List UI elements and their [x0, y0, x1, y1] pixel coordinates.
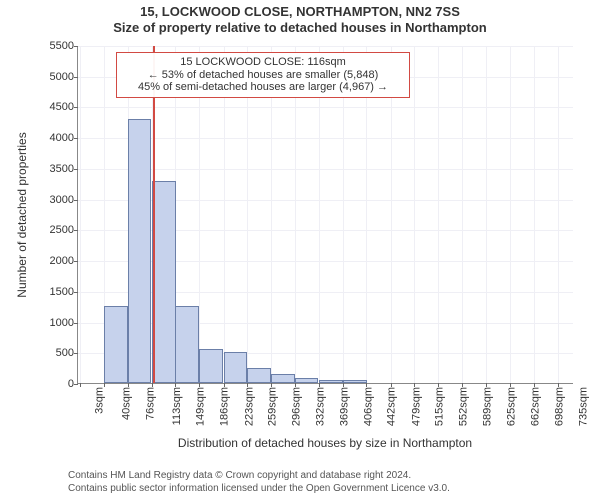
x-tick-label: 479sqm: [410, 387, 422, 426]
annotation-line: 45% of semi-detached houses are larger (…: [123, 81, 403, 94]
histogram-bar: [343, 380, 367, 383]
x-tick-label: 369sqm: [338, 387, 350, 426]
y-tick-label: 3000: [50, 194, 78, 206]
histogram-bar: [199, 349, 223, 383]
x-tick-label: 698sqm: [553, 387, 565, 426]
y-tick-label: 1500: [50, 286, 78, 298]
annotation-line: 15 LOCKWOOD CLOSE: 116sqm: [123, 56, 403, 69]
x-tick-label: 442sqm: [386, 387, 398, 426]
plot-area: 15 LOCKWOOD CLOSE: 116sqm← 53% of detach…: [77, 46, 573, 384]
x-tick-mark: [438, 383, 439, 387]
grid-v: [462, 46, 463, 383]
x-tick-label: 113sqm: [171, 387, 183, 425]
histogram-bar: [319, 380, 343, 383]
x-tick-label: 406sqm: [363, 387, 375, 426]
histogram-bar: [152, 181, 176, 383]
x-tick-label: 515sqm: [434, 387, 446, 426]
x-tick-label: 186sqm: [219, 387, 231, 426]
x-tick-mark: [319, 383, 320, 387]
y-tick-label: 500: [56, 347, 78, 359]
grid-v: [534, 46, 535, 383]
x-tick-mark: [486, 383, 487, 387]
y-tick-label: 2500: [50, 224, 78, 236]
x-tick-label: 552sqm: [458, 387, 470, 426]
x-tick-mark: [80, 383, 81, 387]
y-tick-label: 5500: [50, 40, 78, 52]
y-axis-label: Number of detached properties: [15, 132, 29, 297]
x-tick-mark: [175, 383, 176, 387]
y-tick-label: 0: [68, 378, 78, 390]
x-tick-mark: [271, 383, 272, 387]
x-tick-mark: [510, 383, 511, 387]
x-tick-label: 735sqm: [577, 387, 589, 426]
histogram-bar: [247, 368, 271, 383]
x-tick-label: 223sqm: [243, 387, 255, 426]
x-tick-label: 662sqm: [530, 387, 542, 426]
grid-v: [510, 46, 511, 383]
x-tick-label: 76sqm: [144, 387, 156, 420]
histogram-bar: [175, 306, 199, 383]
y-tick-label: 3500: [50, 163, 78, 175]
x-tick-mark: [152, 383, 153, 387]
grid-v: [438, 46, 439, 383]
x-tick-mark: [462, 383, 463, 387]
grid-v: [80, 46, 81, 383]
annotation-box: 15 LOCKWOOD CLOSE: 116sqm← 53% of detach…: [116, 52, 410, 98]
x-tick-label: 40sqm: [121, 387, 133, 420]
y-tick-label: 1000: [50, 317, 78, 329]
y-tick-label: 4000: [50, 132, 78, 144]
x-tick-mark: [534, 383, 535, 387]
x-tick-label: 259sqm: [267, 387, 279, 426]
x-tick-mark: [104, 383, 105, 387]
footnote: Contains HM Land Registry data © Crown c…: [68, 470, 450, 495]
x-tick-label: 3sqm: [93, 387, 105, 414]
histogram-bar: [104, 306, 128, 383]
y-tick-label: 2000: [50, 255, 78, 267]
footnote-line: Contains public sector information licen…: [68, 483, 450, 496]
histogram-bar: [271, 374, 295, 383]
figure: 15, LOCKWOOD CLOSE, NORTHAMPTON, NN2 7SS…: [0, 0, 600, 500]
x-axis-label: Distribution of detached houses by size …: [178, 436, 472, 450]
x-tick-mark: [247, 383, 248, 387]
x-tick-mark: [414, 383, 415, 387]
histogram-bar: [128, 119, 152, 383]
x-tick-label: 589sqm: [482, 387, 494, 426]
x-tick-mark: [391, 383, 392, 387]
x-tick-mark: [224, 383, 225, 387]
x-tick-label: 332sqm: [314, 387, 326, 426]
x-tick-label: 149sqm: [195, 387, 207, 426]
title-line-2: Size of property relative to detached ho…: [0, 20, 600, 36]
y-tick-label: 4500: [50, 101, 78, 113]
footnote-line: Contains HM Land Registry data © Crown c…: [68, 470, 450, 483]
x-tick-mark: [343, 383, 344, 387]
x-tick-mark: [128, 383, 129, 387]
grid-v: [558, 46, 559, 383]
x-tick-label: 296sqm: [291, 387, 303, 426]
title-block: 15, LOCKWOOD CLOSE, NORTHAMPTON, NN2 7SS…: [0, 4, 600, 35]
grid-v: [414, 46, 415, 383]
x-tick-label: 625sqm: [505, 387, 517, 426]
grid-v: [486, 46, 487, 383]
x-tick-mark: [366, 383, 367, 387]
annotation-line: ← 53% of detached houses are smaller (5,…: [123, 69, 403, 82]
x-tick-mark: [558, 383, 559, 387]
x-tick-mark: [295, 383, 296, 387]
title-line-1: 15, LOCKWOOD CLOSE, NORTHAMPTON, NN2 7SS: [0, 4, 600, 20]
histogram-bar: [224, 352, 248, 383]
histogram-bar: [295, 378, 319, 383]
y-tick-label: 5000: [50, 71, 78, 83]
x-tick-mark: [199, 383, 200, 387]
